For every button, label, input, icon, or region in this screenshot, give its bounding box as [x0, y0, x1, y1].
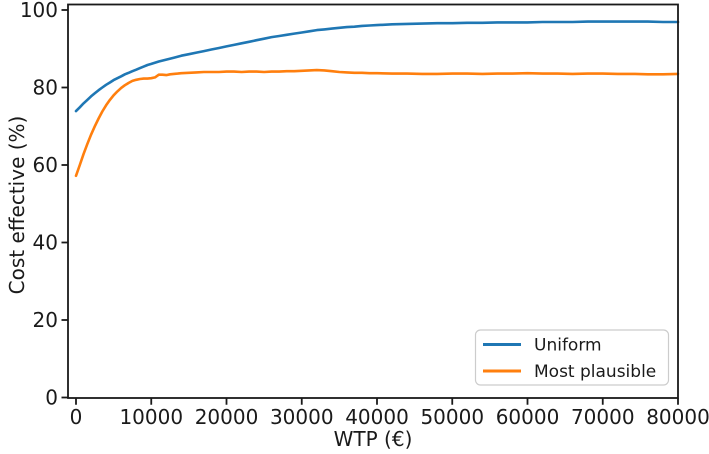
- plot-series: [74, 20, 680, 178]
- legend-label-uniform: Uniform: [534, 336, 602, 356]
- x-tick-label: 0: [70, 405, 83, 429]
- x-tick-label: 80000: [646, 405, 709, 429]
- y-tick-label: 0: [45, 386, 58, 410]
- x-axis-title: WTP (€): [334, 427, 413, 451]
- legend-box: [474, 329, 670, 386]
- y-tick-label: 20: [33, 308, 58, 332]
- axis-ticks: [61, 9, 679, 405]
- y-tick-label: 60: [33, 153, 58, 177]
- x-tick-label: 10000: [119, 405, 183, 429]
- series-line-uniform: [74, 20, 680, 113]
- y-tick-label: 40: [33, 231, 58, 255]
- legend-label-most-plausible: Most plausible: [534, 362, 656, 382]
- x-tick-label: 30000: [270, 405, 334, 429]
- plot-border: [67, 3, 679, 399]
- x-tick-label: 60000: [496, 405, 560, 429]
- tick-labels: 0 10000 20000 30000 40000 50000 60000 70000 8000…: [20, 0, 709, 429]
- x-tick-label: 50000: [420, 405, 484, 429]
- x-tick-label: 70000: [571, 405, 635, 429]
- x-tick-label: 20000: [195, 405, 259, 429]
- y-tick-label: 80: [33, 76, 58, 100]
- y-tick-label: 100: [20, 0, 58, 22]
- series-line-most-plausible: [74, 68, 680, 178]
- x-tick-label: 40000: [345, 405, 409, 429]
- y-axis-title: Cost effective (%): [5, 116, 29, 295]
- legend: Uniform Most plausible: [474, 329, 670, 386]
